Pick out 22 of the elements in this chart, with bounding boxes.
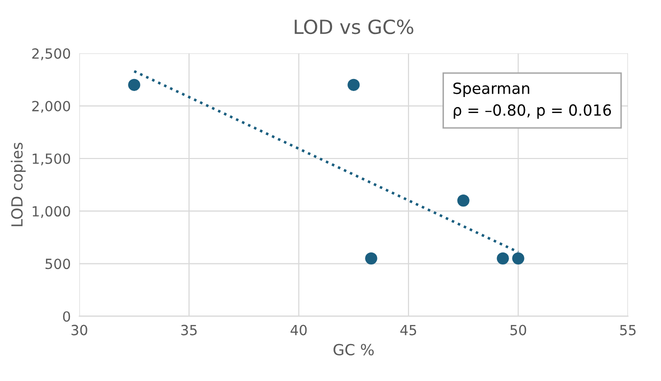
y-tick-label: 2,500 (32, 48, 70, 60)
y-tick-label: 0 (63, 311, 70, 322)
point (496, 252, 509, 264)
point (128, 78, 140, 91)
x-tick-label: 45 (400, 324, 416, 336)
x-tick-label: 35 (181, 324, 197, 336)
y-tick-label: 1,500 (32, 153, 70, 166)
annotation: Spearman ρ = –0.80, p = 0.016 (453, 82, 611, 119)
point (365, 252, 378, 264)
x-tick-label: 55 (620, 324, 636, 336)
x-tick-label: 50 (510, 324, 526, 336)
chart-title: LOD vs GC% (294, 19, 414, 34)
point (457, 194, 470, 207)
x-tick-label: 40 (290, 324, 307, 336)
y-tick-label: 1,000 (32, 206, 70, 218)
x-tick-label: 30 (72, 324, 88, 336)
y-axis-title: LOD copies (10, 142, 26, 226)
y-tick-label: 500 (46, 258, 70, 270)
point (348, 78, 360, 91)
x-axis-title: GC % (334, 344, 374, 356)
point (512, 252, 524, 264)
y-tick-label: 2,000 (32, 100, 70, 113)
